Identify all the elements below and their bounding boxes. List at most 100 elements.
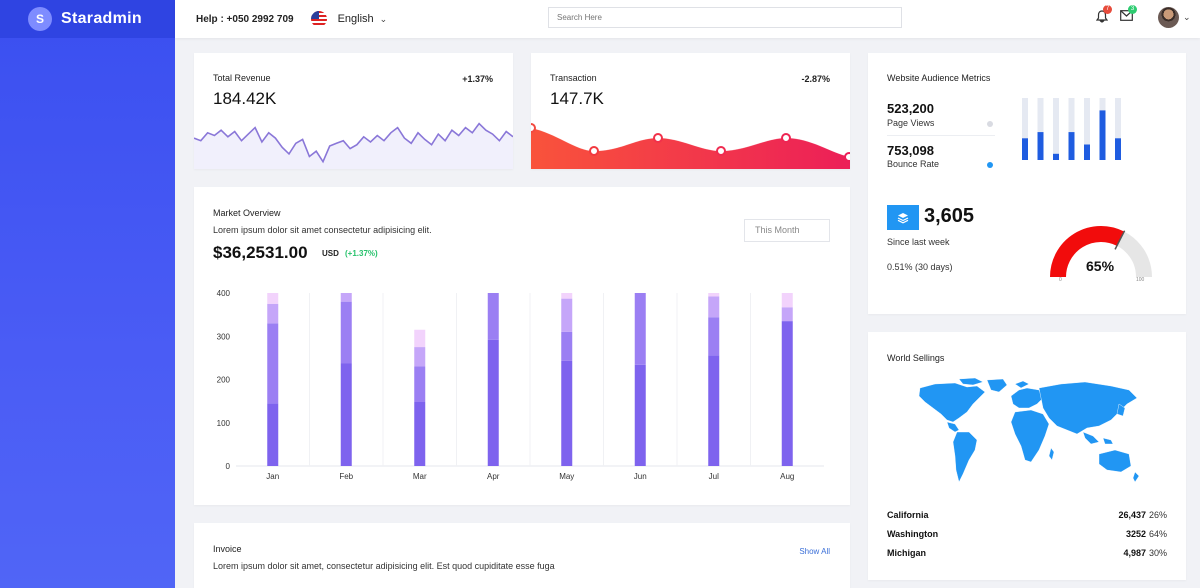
gauge-max: 100 xyxy=(1136,277,1145,283)
chart-bar xyxy=(561,293,573,299)
transaction-card: Transaction -2.87% 147.7K xyxy=(531,53,850,169)
gauge-min: 0 xyxy=(1059,277,1062,283)
help-phone: Help : +050 2992 709 xyxy=(196,13,294,25)
percent-30-days: 0.51% (30 days) xyxy=(887,262,953,272)
chart-bar xyxy=(561,360,573,466)
invoice-card: Invoice Show All Lorem ipsum dolor sit a… xyxy=(194,523,850,588)
audience-bar-track xyxy=(1068,98,1075,160)
audience-bar xyxy=(1037,132,1044,160)
x-tick-label: Jul xyxy=(709,472,719,481)
market-overview-card: Market Overview Lorem ipsum dolor sit am… xyxy=(194,187,850,505)
avatar[interactable] xyxy=(1158,7,1179,28)
gauge-fill xyxy=(1050,226,1125,278)
chart-bar xyxy=(340,301,352,364)
transaction-delta: -2.87% xyxy=(801,74,830,84)
x-tick-label: Apr xyxy=(487,472,500,481)
card-title: Market Overview xyxy=(213,208,281,218)
market-currency: USD xyxy=(322,249,339,258)
audience-bar xyxy=(1068,132,1075,160)
y-tick-label: 300 xyxy=(217,332,231,341)
revenue-delta: +1.37% xyxy=(462,74,493,84)
period-filter-dropdown[interactable]: This Month xyxy=(744,219,830,242)
chart-bar xyxy=(487,339,499,466)
card-title: Website Audience Metrics xyxy=(887,73,991,83)
chart-point xyxy=(653,133,663,143)
x-tick-label: Jan xyxy=(266,472,279,481)
invoice-subtitle: Lorem ipsum dolor sit amet, consectetur … xyxy=(213,561,555,571)
chart-bar xyxy=(708,293,720,297)
market-value: $36,2531.00 xyxy=(213,243,308,262)
y-tick-label: 200 xyxy=(217,376,231,385)
total-revenue-card: Total Revenue +1.37% 184.42K xyxy=(194,53,513,169)
transaction-area-chart xyxy=(531,123,850,169)
audience-bar xyxy=(1084,144,1090,160)
legend-dot xyxy=(987,162,993,168)
audience-bar-track xyxy=(1022,98,1028,160)
chart-bar xyxy=(708,317,720,356)
audience-bar xyxy=(1099,110,1106,160)
card-title: Invoice xyxy=(213,544,242,554)
country-value: 26,437 26% xyxy=(1118,510,1167,520)
audience-bar-track xyxy=(1037,98,1044,160)
market-change: (+1.37%) xyxy=(345,249,378,258)
x-tick-label: Mar xyxy=(413,472,427,481)
chart-bar xyxy=(414,329,426,348)
since-label: Since last week xyxy=(887,237,950,247)
audience-metrics-card: Website Audience Metrics 523,200 Page Vi… xyxy=(868,53,1186,314)
chart-point xyxy=(589,146,599,156)
legend-dot xyxy=(987,121,993,127)
brand[interactable]: S Staradmin xyxy=(0,0,175,38)
country-row: Washington 3252 64% xyxy=(887,529,1167,539)
page-views-label: Page Views xyxy=(887,118,935,128)
world-sellings-card: World Sellings Califo xyxy=(868,332,1186,580)
chart-bar xyxy=(708,296,720,318)
brand-name: Staradmin xyxy=(61,10,142,27)
gauge-needle xyxy=(1114,230,1126,250)
audience-bar-track xyxy=(1084,98,1090,160)
country-name: California xyxy=(887,510,929,520)
country-name: Michigan xyxy=(887,548,927,558)
chevron-down-icon[interactable]: ⌄ xyxy=(1183,12,1191,22)
x-tick-label: Aug xyxy=(780,472,794,481)
revenue-sparkline xyxy=(194,122,513,169)
chart-point xyxy=(844,152,850,162)
chart-bar xyxy=(267,293,279,304)
chart-bar xyxy=(781,307,793,322)
top-navbar: Help : +050 2992 709 English ⌄ 7 3 ⌄ xyxy=(175,0,1200,38)
card-title: Total Revenue xyxy=(213,73,271,83)
x-tick-label: Feb xyxy=(339,472,353,481)
country-value: 4,987 30% xyxy=(1123,548,1167,558)
chart-bar xyxy=(634,293,646,365)
chart-bar xyxy=(634,364,646,466)
sidebar: S Staradmin xyxy=(0,0,175,588)
chart-bar xyxy=(708,355,720,466)
gauge-value: 65% xyxy=(1086,258,1115,274)
world-map xyxy=(918,378,1140,483)
search-input[interactable] xyxy=(548,7,902,28)
page-views-value: 523,200 xyxy=(887,101,934,116)
country-percent: 30% xyxy=(1148,548,1167,558)
flag-us-icon[interactable] xyxy=(310,11,327,27)
chart-bar xyxy=(414,401,426,466)
divider xyxy=(887,135,995,136)
bounce-rate-value: 753,098 xyxy=(887,143,934,158)
audience-bar xyxy=(1053,153,1059,160)
chart-bar xyxy=(340,363,352,466)
y-tick-label: 0 xyxy=(226,462,231,471)
y-tick-label: 100 xyxy=(217,419,231,428)
audience-bar-track xyxy=(1053,98,1059,160)
show-all-link[interactable]: Show All xyxy=(799,547,830,556)
market-bar-chart: 0 100 200 300 400 Jan Feb Mar Apr May Jun Jul Aug xyxy=(217,289,824,481)
chevron-down-icon[interactable]: ⌄ xyxy=(379,13,388,24)
layers-icon xyxy=(887,205,919,230)
chart-bar xyxy=(781,321,793,466)
language-selector[interactable]: English xyxy=(337,13,374,25)
chart-bar xyxy=(414,347,426,367)
chart-bar xyxy=(267,303,279,324)
chart-point xyxy=(781,133,791,143)
transaction-value: 147.7K xyxy=(550,89,604,108)
audience-bar-track xyxy=(1115,98,1121,160)
card-title: World Sellings xyxy=(887,353,945,363)
chart-bar xyxy=(781,293,793,308)
audience-bar xyxy=(1115,138,1121,160)
